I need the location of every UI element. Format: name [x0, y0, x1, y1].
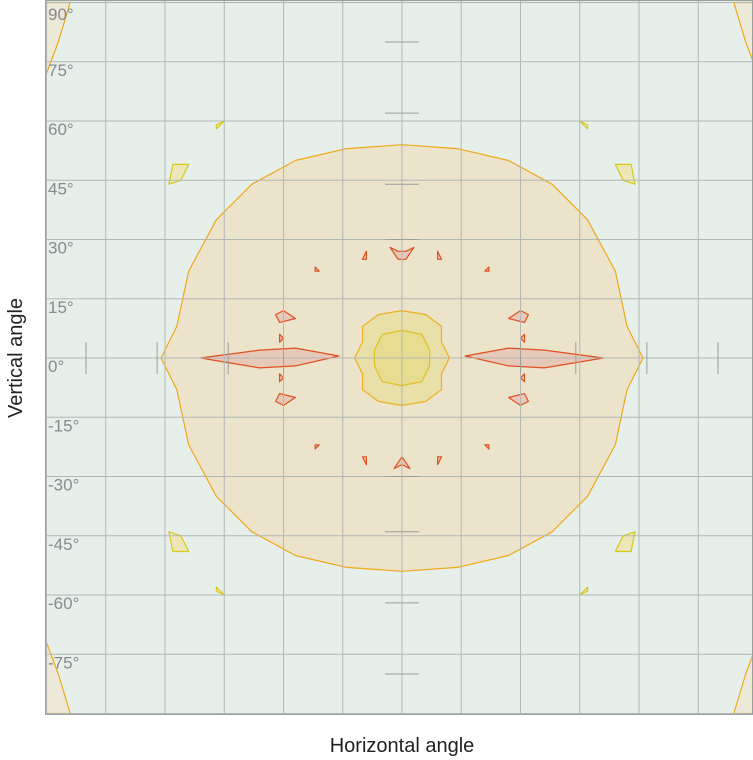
y-tick-label: 75°: [48, 61, 74, 80]
contour-red-peak-9: [437, 250, 443, 260]
plot-area: [45, 0, 753, 715]
y-tick-label: 45°: [48, 179, 74, 198]
contour-red-peak-15: [437, 456, 443, 466]
contour-red-peak-8: [361, 250, 367, 260]
y-tick-label: -30°: [48, 476, 79, 495]
y-tick-label: 60°: [48, 120, 74, 139]
y-axis-label: Vertical angle: [5, 298, 27, 418]
contour-red-peak-11: [484, 266, 490, 272]
contour-yellow-spot-7: [579, 586, 589, 596]
contour-red-peak-19: [519, 373, 526, 383]
contour-red-peak-18: [279, 373, 285, 383]
contour-yellow-spot-6: [215, 586, 225, 596]
center-markers: [85, 41, 719, 675]
y-tick-label: -45°: [48, 535, 79, 554]
contour-yellow-spot-4: [215, 120, 225, 130]
contour-red-peak-12: [314, 444, 320, 450]
contour-red-peak-4: [275, 393, 296, 406]
y-tick-labels: 90° 75° 60° 45° 30° 15° 0° -15° -30° -45° -60° -75°: [48, 5, 79, 672]
y-tick-label: 90°: [48, 5, 74, 24]
gridlines: [45, 0, 753, 715]
y-tick-label: -15°: [48, 416, 79, 435]
contour-red-peak-13: [484, 444, 490, 450]
y-tick-label: 30°: [48, 239, 74, 258]
contour-yellow-spot-5: [579, 120, 589, 130]
contour-red-peak-2: [275, 310, 296, 323]
contour-red-peak-3: [508, 310, 530, 323]
y-tick-label: -60°: [48, 594, 79, 613]
contour-red-peak-17: [519, 333, 526, 343]
contour-red-peak-5: [508, 393, 530, 406]
y-tick-label: 15°: [48, 298, 74, 317]
contour-red-peak-14: [361, 456, 367, 466]
y-tick-label: -75°: [48, 653, 79, 672]
x-axis-label: Horizontal angle: [330, 735, 475, 757]
contour-red-peak-16: [279, 333, 285, 343]
contour-red-peak-10: [314, 266, 320, 272]
y-tick-label: 0°: [48, 357, 64, 376]
